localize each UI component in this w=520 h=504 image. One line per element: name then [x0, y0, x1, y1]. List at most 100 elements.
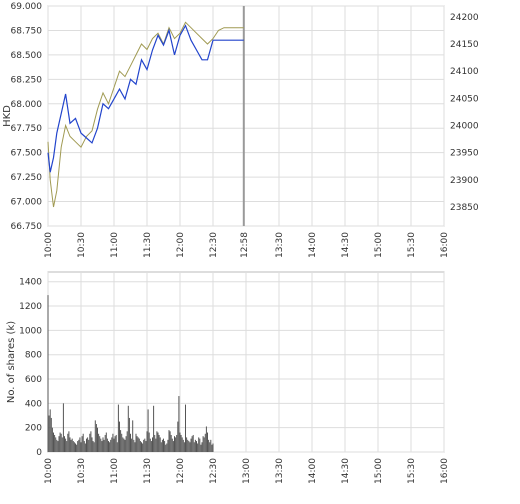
price-x-tick-label: 14:00 — [308, 232, 318, 258]
index-series-line — [47, 21, 244, 208]
price-series-line — [47, 24, 244, 173]
volume-bar — [156, 431, 158, 452]
volume-bar — [159, 437, 161, 452]
volume-bar — [208, 439, 210, 452]
volume-bar — [124, 439, 126, 452]
volume-bar — [77, 441, 79, 452]
index-y-tick-label: 23900 — [450, 176, 479, 186]
volume-bar — [62, 403, 64, 452]
volume-bar — [207, 432, 208, 452]
volume-bar — [92, 441, 94, 452]
volume-bar — [127, 405, 129, 452]
volume-bar — [126, 431, 128, 452]
volume-bar — [163, 438, 164, 452]
index-y-tick-label: 24050 — [450, 94, 479, 104]
volume-bar — [83, 441, 85, 452]
volume-bar — [75, 443, 76, 452]
volume-bar — [182, 439, 184, 452]
volume-bar — [171, 438, 173, 452]
volume-bar — [49, 409, 51, 452]
volume-bar — [135, 433, 137, 452]
volume-bar — [201, 442, 203, 452]
volume-bar — [79, 437, 81, 452]
volume-bar — [145, 441, 147, 452]
volume-bar — [130, 433, 131, 452]
volume-bar — [192, 434, 194, 452]
volume-bar — [76, 444, 78, 452]
index-y-tick-label: 24000 — [450, 122, 479, 132]
price-y-tick-label: 68.000 — [11, 100, 43, 110]
volume-bar — [82, 433, 84, 452]
volume-bar — [80, 442, 82, 452]
volume-bar — [61, 437, 63, 452]
volume-bar — [91, 437, 93, 452]
volume-y-tick-label: 1400 — [19, 278, 42, 288]
volume-bar — [64, 436, 65, 452]
volume-bar — [139, 441, 141, 452]
volume-bar — [69, 437, 71, 452]
price-x-tick-label: 10:00 — [44, 232, 54, 258]
price-y-tick-label: 67.000 — [11, 198, 43, 208]
volume-bar — [158, 434, 160, 452]
volume-bar — [87, 437, 89, 452]
volume-bar — [58, 436, 60, 452]
volume-bar — [48, 415, 50, 452]
volume-bar — [143, 439, 145, 452]
volume-bar — [47, 295, 49, 452]
volume-bar — [132, 420, 134, 452]
volume-bar — [152, 437, 153, 452]
volume-bar — [108, 441, 109, 452]
volume-bar — [71, 438, 73, 452]
volume-bar — [197, 443, 199, 452]
index-y-tick-label: 24100 — [450, 67, 479, 77]
volume-bar — [94, 420, 96, 452]
volume-bar — [133, 439, 135, 452]
volume-bar — [68, 431, 70, 452]
index-y-tick-label: 23850 — [450, 203, 479, 213]
volume-bar — [65, 438, 67, 452]
volume-bar — [67, 433, 69, 452]
volume-bar — [95, 424, 97, 452]
index-y-tick-label: 24200 — [450, 13, 479, 23]
volume-bar — [198, 437, 200, 452]
volume-bar — [146, 431, 148, 452]
price-x-tick-label: 15:30 — [407, 232, 417, 258]
volume-bar — [142, 443, 144, 452]
volume-bar — [105, 432, 107, 452]
volume-bar — [172, 441, 174, 452]
volume-bar — [106, 438, 108, 452]
price-y-tick-label: 68.250 — [11, 75, 43, 85]
volume-bar — [168, 430, 170, 452]
volume-bar — [81, 436, 83, 452]
volume-bar — [117, 404, 119, 452]
volume-bar — [150, 441, 152, 452]
volume-y-tick-label: 0 — [36, 448, 42, 458]
volume-axis-label: No. of shares (k) — [6, 321, 17, 403]
volume-bar — [78, 439, 80, 452]
volume-bar — [123, 438, 125, 452]
volume-bar — [138, 438, 140, 452]
volume-bar — [153, 405, 155, 452]
volume-bar — [186, 437, 188, 452]
volume-bar — [109, 442, 111, 452]
volume-bar — [187, 439, 189, 452]
volume-bar — [175, 437, 177, 452]
volume-bar — [120, 430, 122, 452]
volume-bar — [205, 426, 207, 452]
volume-bar — [202, 436, 204, 452]
volume-bar — [209, 442, 211, 452]
volume-bar — [98, 433, 100, 452]
volume-bar — [59, 432, 61, 452]
volume-bar — [189, 442, 191, 452]
volume-bar — [104, 434, 106, 452]
volume-x-tick-label: 11:00 — [110, 458, 120, 484]
volume-bar — [210, 439, 212, 452]
volume-bar — [188, 441, 190, 452]
volume-x-tick-label: 16:00 — [440, 458, 450, 484]
volume-bar — [99, 436, 101, 452]
volume-bar — [110, 439, 112, 452]
price-x-tick-label: 14:30 — [341, 232, 351, 258]
volume-bar — [89, 433, 91, 452]
price-axis-label: HKD — [2, 105, 13, 127]
